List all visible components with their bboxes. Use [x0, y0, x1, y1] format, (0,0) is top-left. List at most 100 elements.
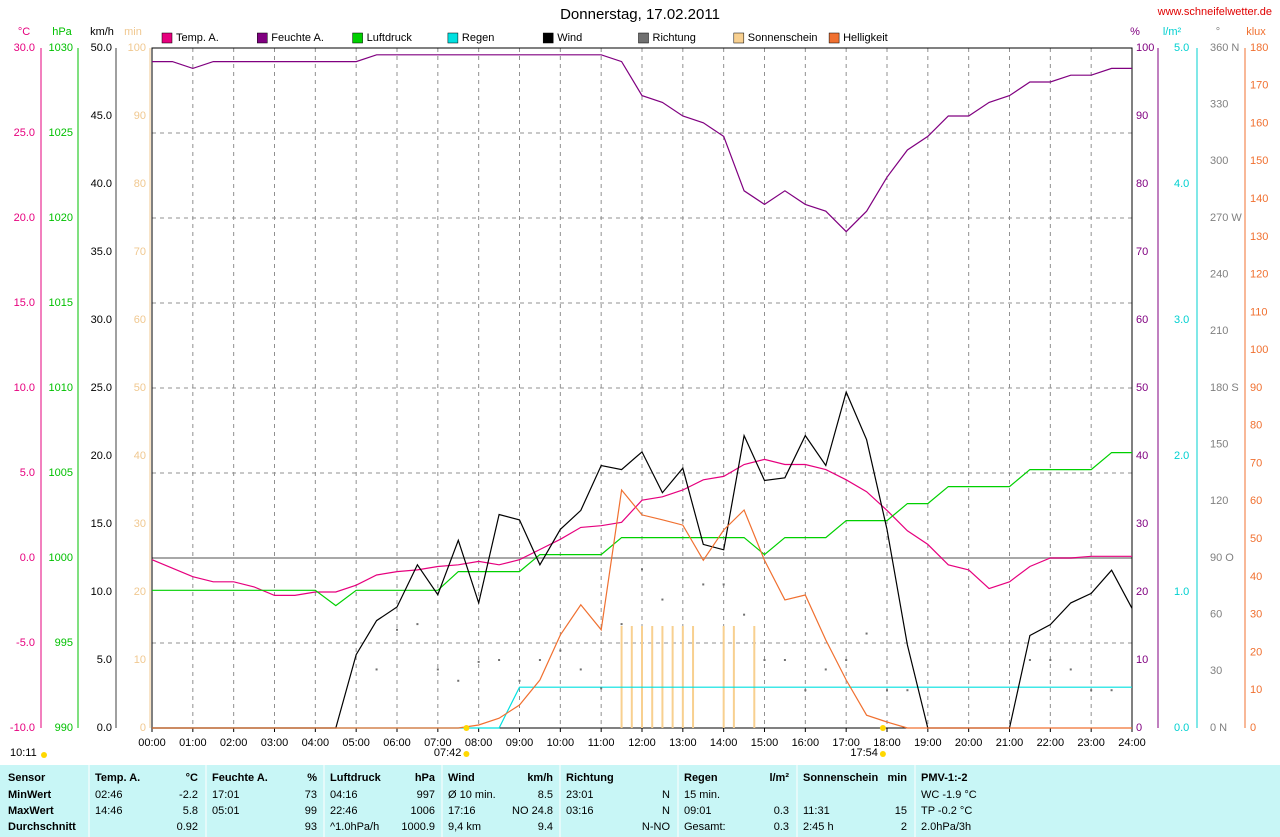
x-tick-label: 08:00 [465, 737, 493, 749]
table-cell: Sonnenschein [803, 772, 878, 784]
y-tick-label: 100 [1250, 344, 1268, 356]
direction-dot [743, 613, 746, 616]
table-cell: 09:01 [684, 805, 712, 817]
direction-dot [620, 623, 623, 626]
y-tick-label: 60 [134, 314, 146, 326]
sunshine-bar [671, 626, 674, 728]
table-cell: % [307, 772, 317, 784]
table-cell: 17:16 [448, 805, 476, 817]
y-tick-label: 90 [1250, 382, 1262, 394]
sunset-label: 17:54 [850, 747, 878, 759]
axis-unit: hPa [52, 26, 72, 38]
y-tick-label: 70 [134, 246, 146, 258]
sunset-marker [879, 725, 886, 731]
y-tick-label: 0.0 [97, 722, 112, 734]
legend-label: Regen [462, 32, 494, 44]
axis-unit: ° [1216, 26, 1220, 38]
sunshine-bar [661, 626, 664, 728]
website: www.schneifelwetter.de [1157, 6, 1272, 18]
direction-dot [783, 659, 786, 661]
y-tick-label: 10.0 [14, 382, 35, 394]
table-cell: N [662, 805, 670, 817]
y-tick-label: 20 [1136, 586, 1148, 598]
axis-unit: °C [18, 26, 30, 38]
table-cell: Temp. A. [95, 772, 140, 784]
x-tick-label: 18:00 [873, 737, 901, 749]
table-cell: Durchschnitt [8, 821, 76, 833]
table-cell: 05:01 [212, 805, 240, 817]
table-cell: Richtung [566, 772, 614, 784]
legend-swatch [447, 32, 459, 44]
table-cell: min [887, 772, 907, 784]
y-tick-label: 1030 [49, 42, 73, 54]
y-tick-label: 80 [1250, 420, 1262, 432]
direction-dot [702, 583, 705, 586]
sunrise-sun [463, 751, 470, 757]
table-cell: Regen [684, 772, 718, 784]
y-tick-label: -5.0 [16, 637, 35, 649]
y-tick-label: 1015 [49, 297, 73, 309]
table-cell: 9.4 [538, 821, 553, 833]
direction-dot [559, 649, 562, 652]
table-cell: -2.2 [179, 789, 198, 801]
y-tick-label: 20 [1250, 646, 1262, 658]
direction-dot [1049, 659, 1052, 661]
y-tick-label: 0 [1136, 722, 1142, 734]
y-tick-label: 1000 [49, 552, 73, 564]
y-tick-label: 35.0 [91, 246, 112, 258]
legend-swatch [257, 32, 268, 44]
y-tick-label: 20.0 [91, 450, 112, 462]
sunshine-bar [692, 626, 695, 728]
legend-swatch [542, 32, 554, 44]
table-cell: 0.3 [774, 805, 789, 817]
y-tick-label: 110 [1250, 306, 1268, 318]
y-tick-label: 1005 [49, 467, 73, 479]
y-tick-label: 20 [134, 586, 146, 598]
x-tick-label: 23:00 [1077, 737, 1105, 749]
axis-unit: % [1130, 26, 1140, 38]
table-cell: 1000.9 [401, 821, 435, 833]
table-cell: 5.8 [183, 805, 198, 817]
x-tick-label: 17:00 [832, 737, 860, 749]
y-tick-label: -10.0 [10, 722, 35, 734]
sunshine-bar [753, 626, 756, 728]
y-tick-label: 140 [1250, 193, 1268, 205]
table-cell: 02:46 [95, 789, 123, 801]
table-cell: 1006 [411, 805, 435, 817]
y-tick-label: 5.0 [20, 467, 35, 479]
y-tick-label: 270 W [1210, 212, 1242, 224]
x-tick-label: 21:00 [996, 737, 1024, 749]
y-tick-label: 4.0 [1174, 178, 1189, 190]
y-tick-label: 40 [1136, 450, 1148, 462]
y-tick-label: 120 [1210, 495, 1228, 507]
direction-dot [538, 659, 541, 661]
y-tick-label: 70 [1250, 457, 1262, 469]
legend-swatch [161, 32, 173, 44]
table-cell: Sensor [8, 772, 46, 784]
legend-label: Richtung [653, 32, 696, 44]
y-tick-label: 10.0 [91, 586, 112, 598]
direction-dot [722, 583, 725, 586]
y-tick-label: 240 [1210, 269, 1228, 281]
direction-dot [641, 568, 643, 571]
table-cell: 0.92 [177, 821, 198, 833]
y-tick-label: 1025 [49, 127, 73, 139]
x-tick-label: 11:00 [588, 737, 615, 749]
legend-swatch [733, 32, 745, 44]
x-tick-label: 19:00 [914, 737, 942, 749]
x-tick-label: 05:00 [342, 737, 370, 749]
y-tick-label: 30.0 [91, 314, 112, 326]
y-tick-label: 150 [1250, 155, 1268, 167]
direction-dot [886, 689, 888, 692]
sunset-sun [879, 751, 886, 757]
legend-swatch [828, 32, 840, 44]
series-line [152, 488, 1132, 729]
legend-swatch [638, 32, 649, 44]
y-tick-label: 0.0 [1174, 722, 1189, 734]
x-tick-label: 03:00 [261, 737, 289, 749]
y-tick-label: 10 [134, 654, 146, 666]
x-tick-label: 12:00 [628, 737, 656, 749]
legend-label: Wind [557, 32, 582, 44]
y-tick-label: 70 [1136, 246, 1148, 258]
y-tick-label: 30.0 [14, 42, 35, 54]
